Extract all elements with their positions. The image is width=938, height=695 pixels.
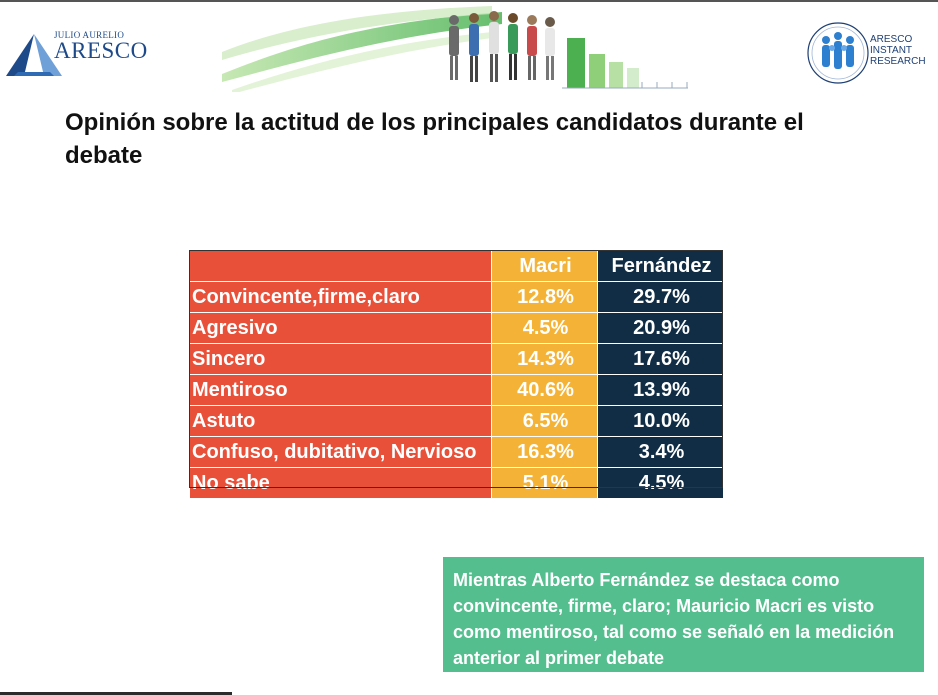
macri-value: 40.6% [491,374,598,406]
row-label: Astuto [189,405,492,437]
row-label: Mentiroso [189,374,492,406]
logo-small-text: JULIO AURELIO [54,30,125,40]
table-row: Confuso, dubitativo, Nervioso 16.3% 3.4% [189,436,724,468]
macri-value: 6.5% [491,405,598,437]
logo-right-text: ARESCO INSTANT RESEARCH [870,34,926,67]
aresco-instant-research-logo: ARESCO INSTANT RESEARCH [806,18,936,88]
fernandez-value: 20.9% [597,312,724,344]
row-label: Sincero [189,343,492,375]
table-row: Mentiroso 40.6% 13.9% [189,374,724,406]
fernandez-value: 3.4% [597,436,724,468]
macri-value: 5.1% [491,467,598,499]
top-rule [0,0,938,2]
fernandez-value: 29.7% [597,281,724,313]
table-row: Sincero 14.3% 17.6% [189,343,724,375]
row-label: Confuso, dubitativo, Nervioso [189,436,492,468]
page-title: Opinión sobre la actitud de los principa… [65,109,804,169]
summary-note: Mientras Alberto Fernández se destaca co… [443,557,924,672]
macri-value: 14.3% [491,343,598,375]
header-label-cell [189,250,492,282]
fernandez-value: 13.9% [597,374,724,406]
fernandez-value: 10.0% [597,405,724,437]
macri-value: 12.8% [491,281,598,313]
table-header-row: Macri Fernández [189,250,724,282]
table-row: Agresivo 4.5% 20.9% [189,312,724,344]
table-row: Astuto 6.5% 10.0% [189,405,724,437]
row-label: Convincente,firme,claro [189,281,492,313]
row-label: Agresivo [189,312,492,344]
bottom-rule [0,692,232,695]
results-table: Macri Fernández Convincente,firme,claro … [189,250,724,499]
figures-circle-logo-icon [807,22,869,84]
header-macri: Macri [491,250,598,282]
macri-value: 4.5% [491,312,598,344]
fernandez-value: 17.6% [597,343,724,375]
macri-value: 16.3% [491,436,598,468]
fernandez-value: 4.5% [597,467,724,499]
table-row: Convincente,firme,claro 12.8% 29.7% [189,281,724,313]
table-row: No sabe 5.1% 4.5% [189,467,724,499]
logo-big-text: ARESCO [54,38,148,63]
header-fernandez: Fernández [597,250,724,282]
triangle-logo-icon [6,34,62,76]
people-bar-chart-banner-icon [222,6,688,94]
row-label: No sabe [189,467,492,499]
aresco-logo: JULIO AURELIO ARESCO [4,26,147,82]
header-banner [222,2,692,94]
